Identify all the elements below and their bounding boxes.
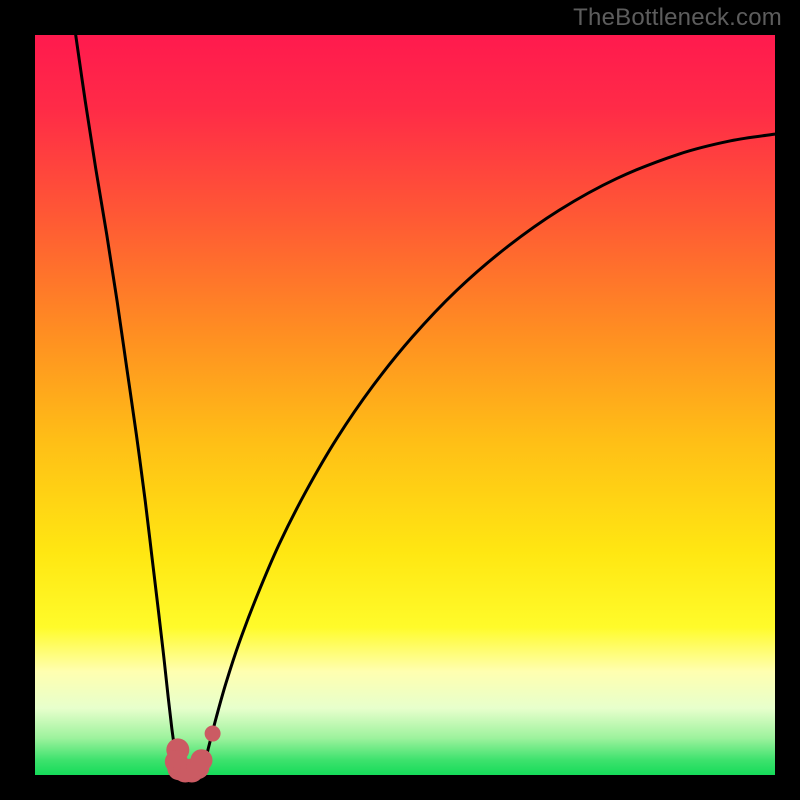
marker-dot — [205, 726, 221, 742]
plot-area — [35, 35, 775, 775]
marker-dot — [191, 749, 213, 771]
stage: TheBottleneck.com — [0, 0, 800, 800]
chart-svg — [35, 35, 775, 775]
gradient-background — [35, 35, 775, 775]
watermark-text: TheBottleneck.com — [573, 4, 782, 32]
